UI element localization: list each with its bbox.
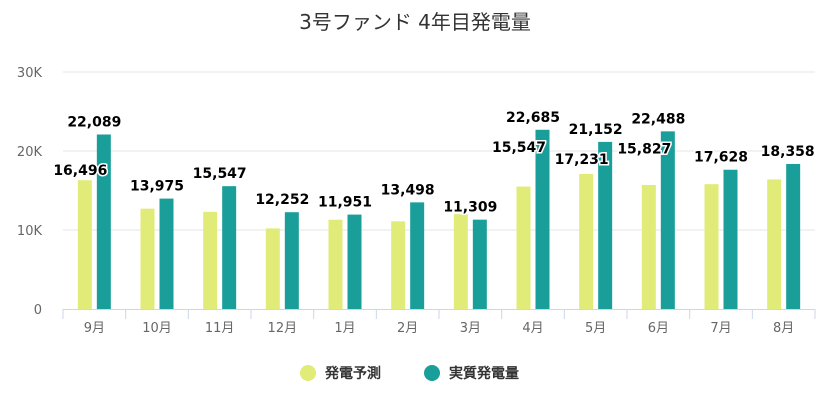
data-label: 11,951 [318,195,372,211]
x-tick-label: 10月 [142,321,172,336]
data-label: 18,358 [761,144,815,160]
chart-title: 3号ファンド 4年目発電量 [299,10,531,34]
x-axis: 9月 10月 11月 12月 1月 2月 3月 4月 5月 6月 7月 8月 [62,309,816,336]
actual-bar [598,141,613,309]
actual-bar [159,198,174,309]
y-tick-label: 0 [34,303,42,318]
x-tick-label: 5月 [585,321,606,336]
data-label: 12,252 [255,192,309,208]
forecast-bar [516,186,531,309]
x-tick-label: 11月 [205,321,235,336]
forecast-bar [704,184,719,309]
bars [77,129,801,309]
forecast-bar [453,214,468,309]
actual-bar [660,131,675,309]
actual-bar [410,202,425,309]
y-tick-label: 10K [17,224,43,239]
data-label: 22,089 [67,114,121,130]
forecast-bar [140,208,155,309]
legend-marker-forecast [300,365,316,381]
actual-bar [535,129,550,309]
data-label: 11,309 [443,200,497,216]
legend-label: 実質発電量 [449,365,519,382]
forecast-bar [767,179,782,309]
y-axis: 0 10K 20K 30K [17,66,43,318]
x-tick-label: 3月 [460,321,481,336]
data-label: 17,628 [694,150,748,166]
x-tick-label: 1月 [334,321,355,336]
x-tick-label: 12月 [268,321,298,336]
x-tick-label: 8月 [773,321,794,336]
data-label: 13,498 [381,182,435,198]
x-tick-label: 6月 [648,321,669,336]
actual-bar [284,212,299,309]
y-tick-label: 20K [17,145,43,160]
actual-bar [723,169,738,309]
forecast-bar [641,184,656,309]
legend-label: 発電予測 [324,365,381,382]
data-label: 21,152 [569,122,623,138]
x-tick-label: 7月 [710,321,731,336]
data-label: 22,685 [506,110,560,126]
data-labels: 22,089 16,496 13,975 15,547 12,252 11,951 13,4… [52,108,816,217]
data-label: 22,488 [631,111,685,127]
actual-bar [786,163,801,309]
data-label: 13,975 [130,179,184,195]
grid-lines [63,71,815,231]
actual-bar [472,219,487,309]
data-label: 15,827 [617,141,671,157]
x-tick-label: 9月 [84,321,105,336]
actual-bar [347,214,362,309]
forecast-bar [579,173,594,309]
x-tick-label: 4月 [522,321,543,336]
forecast-bar [265,228,280,309]
actual-bar [222,186,237,309]
x-tick-label: 2月 [397,321,418,336]
y-tick-label: 30K [17,66,43,81]
data-label: 17,231 [555,152,609,168]
actual-bar [96,134,111,309]
forecast-bar [391,221,406,309]
data-label: 16,496 [53,163,107,179]
data-label: 15,547 [193,166,247,182]
forecast-bar [203,211,218,309]
data-label: 15,547 [492,140,546,156]
forecast-bar [77,180,92,309]
legend-marker-actual [424,365,440,381]
legend: 発電予測 実質発電量 [300,365,519,382]
forecast-bar [328,219,343,309]
